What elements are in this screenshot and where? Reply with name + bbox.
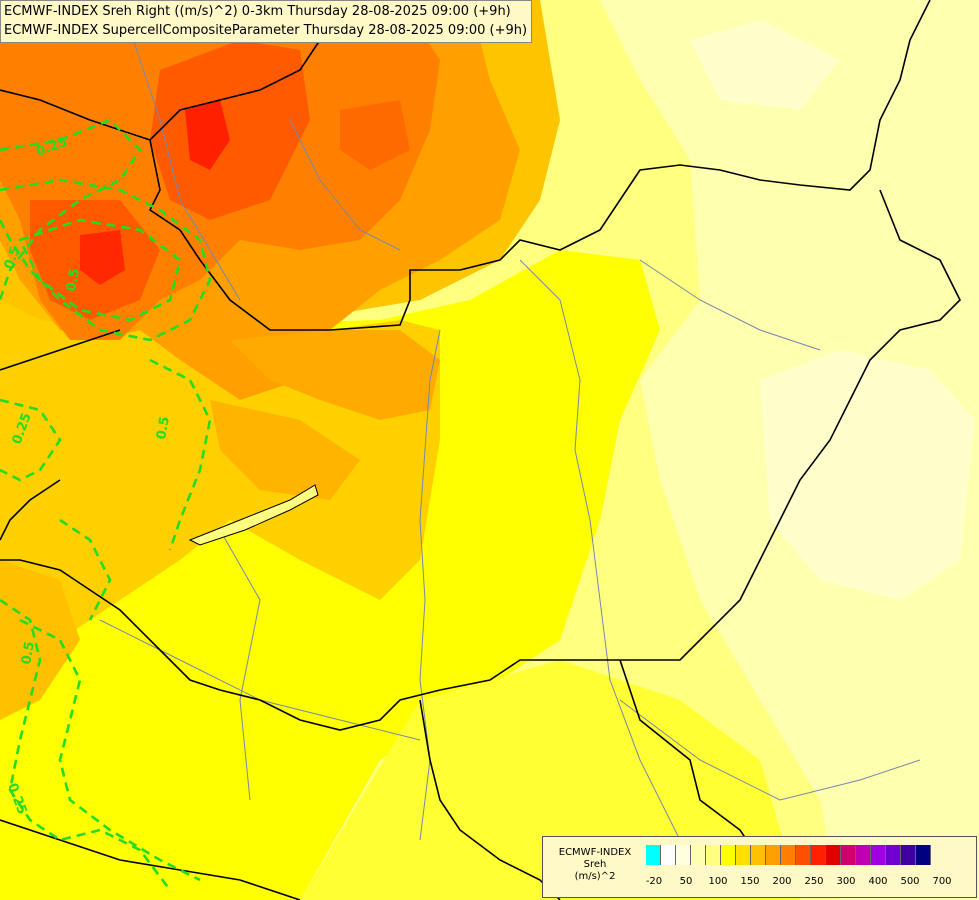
scp-contours <box>0 118 212 891</box>
legend-swatch <box>781 845 796 865</box>
lake <box>188 484 319 546</box>
orange-blob-ne <box>340 100 410 170</box>
legend-swatch <box>826 845 841 865</box>
contour-label: 0.5 <box>154 415 173 440</box>
legend-swatch <box>766 845 781 865</box>
legend-swatch <box>796 845 811 865</box>
legend-tick-label: 150 <box>740 876 760 887</box>
red-core <box>185 100 230 170</box>
contour-label: 0.5 <box>2 245 24 272</box>
title-line-scp: ECMWF-INDEX SupercellCompositeParameter … <box>4 23 528 38</box>
rivers <box>99 0 921 841</box>
red-core-w <box>80 230 125 285</box>
legend-swatch <box>661 845 676 865</box>
gold-patch-sw <box>0 560 80 720</box>
legend-swatch <box>841 845 856 865</box>
legend-swatch <box>886 845 901 865</box>
legend-swatch <box>646 845 661 865</box>
legend-unit: (m/s)^2 <box>574 871 616 882</box>
orange-field-3 <box>210 400 360 500</box>
legend-title: ECMWF-INDEX Sreh (m/s)^2 <box>547 847 643 883</box>
legend-swatch <box>736 845 751 865</box>
legend-swatch <box>721 845 736 865</box>
contour-label: 0.5 <box>64 267 83 292</box>
map-title: ECMWF-INDEX Sreh Right ((m/s)^2) 0-3km T… <box>0 0 533 43</box>
legend-tick-label: 400 <box>868 876 888 887</box>
legend-tick-label: 200 <box>772 876 792 887</box>
legend-swatch <box>856 845 871 865</box>
legend-tick-label: 100 <box>708 876 728 887</box>
legend-tick-label: 300 <box>836 876 856 887</box>
legend-swatch <box>916 845 931 865</box>
very-pale-field <box>760 350 975 600</box>
legend-source: ECMWF-INDEX <box>558 847 632 858</box>
legend-variable: Sreh <box>583 859 607 870</box>
legend-tick-label: -20 <box>645 876 663 887</box>
legend-swatch <box>871 845 886 865</box>
legend-swatch <box>811 845 826 865</box>
legend-color-bar <box>646 845 931 865</box>
color-legend: ECMWF-INDEX Sreh (m/s)^2 -20 50 100 150 200 2… <box>542 836 977 898</box>
legend-tick-label: 500 <box>900 876 920 887</box>
orange-field-2 <box>230 330 440 420</box>
legend-ticks: -20 50 100 150 200 250 300 400 500 700 <box>646 876 976 890</box>
title-line-sreh: ECMWF-INDEX Sreh Right ((m/s)^2) 0-3km T… <box>4 4 511 19</box>
legend-swatch <box>676 845 691 865</box>
legend-tick-label: 700 <box>932 876 952 887</box>
legend-tick-label: 50 <box>679 876 693 887</box>
legend-swatch <box>901 845 916 865</box>
legend-tick-label: 250 <box>804 876 824 887</box>
very-pale-field-ne <box>690 20 840 110</box>
legend-swatch <box>706 845 721 865</box>
contour-label: 0.5 <box>19 640 38 665</box>
legend-swatch <box>751 845 766 865</box>
legend-swatch <box>691 845 706 865</box>
